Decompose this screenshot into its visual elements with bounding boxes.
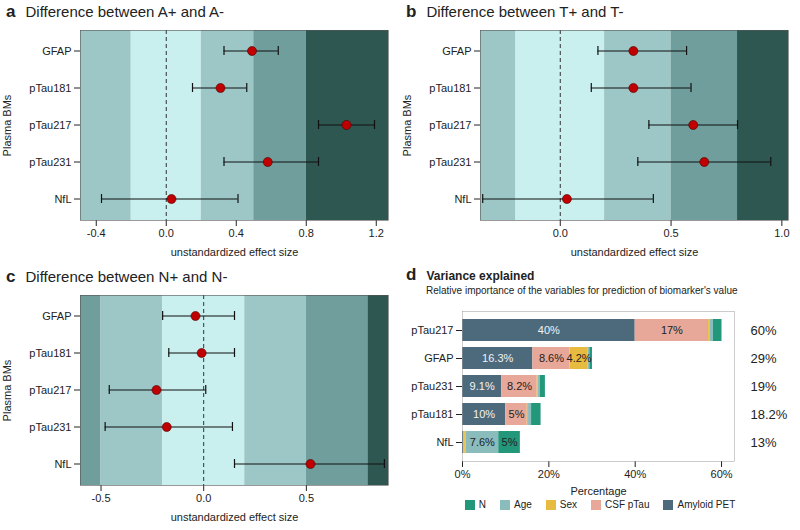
html-text:Age: Age <box>514 499 532 510</box>
html-text:Variance explained: Variance explained <box>426 269 535 283</box>
svg-text:Percentage: Percentage <box>570 485 626 497</box>
svg-text:0.4: 0.4 <box>229 227 244 239</box>
html-text:Difference between A+ and A-: Difference between A+ and A- <box>25 3 225 20</box>
html-text:Difference between T+ and T-: Difference between T+ and T- <box>426 3 624 20</box>
svg-text:unstandardized effect size: unstandardized effect size <box>171 246 299 258</box>
svg-text:NfL: NfL <box>454 193 471 205</box>
svg-text:Plasma BMs: Plasma BMs <box>1 359 13 421</box>
svg-text:unstandardized effect size: unstandardized effect size <box>571 246 699 258</box>
svg-text:16.3%: 16.3% <box>482 352 513 364</box>
svg-text:-0.5: -0.5 <box>92 492 111 504</box>
svg-text:GFAP: GFAP <box>424 352 453 364</box>
svg-text:NfL: NfL <box>436 436 453 448</box>
svg-text:pTau217: pTau217 <box>429 119 471 131</box>
svg-text:4.2%: 4.2% <box>567 352 592 364</box>
svg-text:GFAP: GFAP <box>42 310 71 322</box>
svg-text:GFAP: GFAP <box>442 45 471 57</box>
svg-text:19%: 19% <box>751 379 777 394</box>
html-text:c: c <box>6 267 16 286</box>
html-text:Amyloid PET: Amyloid PET <box>677 499 736 510</box>
html-text:CSF pTau: CSF pTau <box>605 499 650 510</box>
svg-text:10%: 10% <box>473 408 495 420</box>
svg-text:pTau217: pTau217 <box>29 384 71 396</box>
svg-text:60%: 60% <box>751 323 777 338</box>
svg-text:-0.4: -0.4 <box>87 227 106 239</box>
html-text:N: N <box>478 499 486 510</box>
svg-text:40%: 40% <box>538 324 560 336</box>
svg-text:0.0: 0.0 <box>553 227 568 239</box>
svg-text:pTau231: pTau231 <box>411 380 453 392</box>
svg-text:pTau181: pTau181 <box>29 82 71 94</box>
svg-text:NfL: NfL <box>54 458 71 470</box>
svg-text:Plasma BMs: Plasma BMs <box>1 94 13 156</box>
svg-text:pTau231: pTau231 <box>29 156 71 168</box>
svg-text:pTau231: pTau231 <box>29 421 71 433</box>
svg-text:1.0: 1.0 <box>774 227 789 239</box>
svg-text:13%: 13% <box>751 435 777 450</box>
svg-text:unstandardized effect size: unstandardized effect size <box>171 511 299 523</box>
svg-text:60%: 60% <box>711 468 733 480</box>
svg-text:8.6%: 8.6% <box>539 352 564 364</box>
svg-text:pTau217: pTau217 <box>411 324 453 336</box>
html-text:d: d <box>406 265 417 284</box>
svg-text:7.6%: 7.6% <box>470 436 495 448</box>
html-text:Difference between N+ and N-: Difference between N+ and N- <box>25 268 228 285</box>
svg-text:9.1%: 9.1% <box>470 380 495 392</box>
svg-text:29%: 29% <box>751 351 777 366</box>
svg-text:0.0: 0.0 <box>196 492 211 504</box>
svg-text:17%: 17% <box>661 324 683 336</box>
svg-text:pTau181: pTau181 <box>429 82 471 94</box>
svg-text:18.2%: 18.2% <box>751 407 788 422</box>
svg-text:5%: 5% <box>509 408 525 420</box>
svg-text:40%: 40% <box>624 468 646 480</box>
svg-text:NfL: NfL <box>54 193 71 205</box>
svg-text:pTau217: pTau217 <box>29 119 71 131</box>
html-text:Sex: Sex <box>559 499 577 510</box>
svg-text:0%: 0% <box>455 468 471 480</box>
svg-text:20%: 20% <box>538 468 560 480</box>
svg-text:5%: 5% <box>502 436 518 448</box>
html-text:a: a <box>6 2 16 21</box>
svg-text:0.8: 0.8 <box>299 227 314 239</box>
svg-text:0.0: 0.0 <box>159 227 174 239</box>
svg-text:GFAP: GFAP <box>42 45 71 57</box>
svg-text:pTau231: pTau231 <box>429 156 471 168</box>
svg-text:8.2%: 8.2% <box>507 380 532 392</box>
svg-text:0.5: 0.5 <box>299 492 314 504</box>
svg-text:0.5: 0.5 <box>663 227 678 239</box>
svg-text:Plasma BMs: Plasma BMs <box>401 94 413 156</box>
svg-text:pTau181: pTau181 <box>29 347 71 359</box>
svg-text:pTau181: pTau181 <box>411 408 453 420</box>
html-text:Relative importance of the var: Relative importance of the variables for… <box>426 285 738 296</box>
svg-text:1.2: 1.2 <box>369 227 384 239</box>
html-text:b: b <box>406 2 417 21</box>
